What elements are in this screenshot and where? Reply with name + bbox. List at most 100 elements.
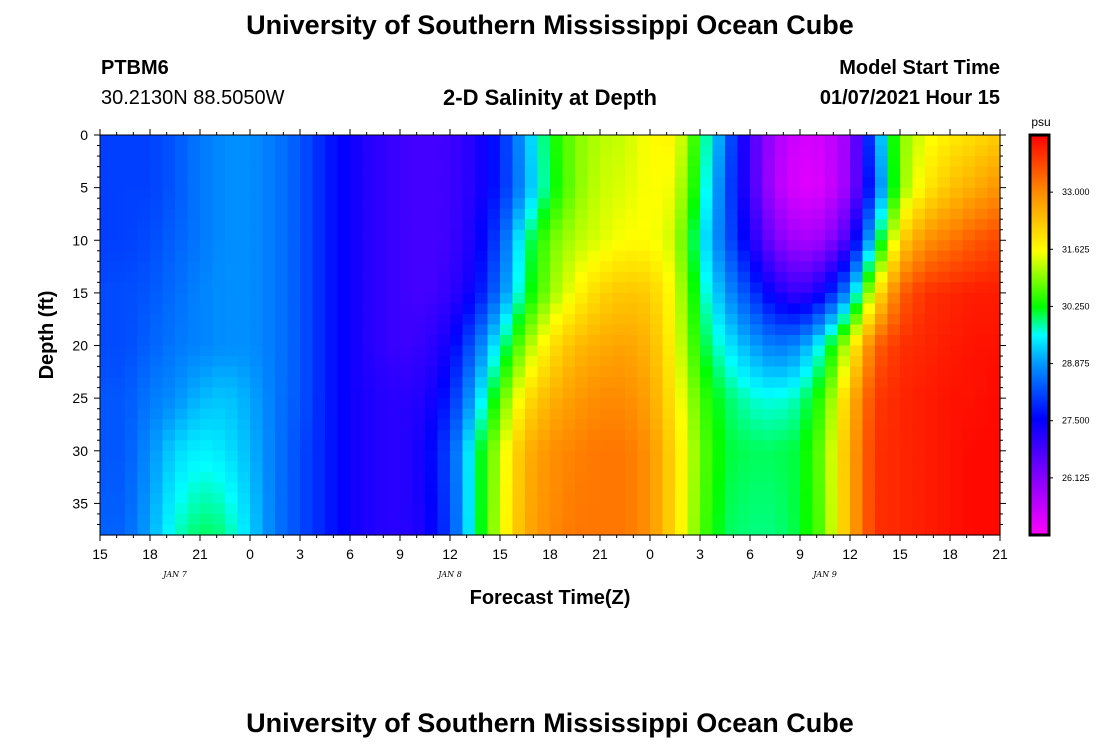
heatmap-cell (325, 461, 339, 473)
heatmap-cell (625, 356, 639, 368)
heatmap-cell (250, 313, 264, 326)
heatmap-cell (462, 450, 476, 462)
heatmap-cell (212, 356, 226, 368)
heatmap-cell (837, 513, 851, 526)
heatmap-cell (862, 219, 876, 231)
heatmap-cell (400, 335, 414, 347)
heatmap-cell (275, 440, 289, 452)
heatmap-cell (875, 387, 889, 399)
heatmap-cell (837, 145, 851, 157)
heatmap-cell (287, 324, 301, 336)
heatmap-cell (825, 166, 839, 178)
heatmap-cell (362, 335, 376, 347)
heatmap-cell (137, 471, 151, 483)
heatmap-cell (925, 145, 939, 157)
heatmap-cell (775, 524, 789, 536)
heatmap-cell (950, 366, 964, 378)
heatmap-cell (525, 356, 539, 368)
heatmap-cell (350, 229, 364, 241)
heatmap-cell (575, 282, 589, 294)
heatmap-cell (150, 145, 164, 157)
heatmap-cell (487, 492, 501, 505)
heatmap-cell (650, 292, 664, 305)
heatmap-cell (537, 377, 551, 389)
heatmap-cell (550, 345, 564, 357)
heatmap-cell (250, 419, 264, 431)
heatmap-cell (162, 187, 176, 199)
heatmap-cell (387, 198, 401, 210)
heatmap-cell (512, 229, 526, 241)
heatmap-cell (137, 324, 151, 336)
heatmap-cell (950, 250, 964, 262)
heatmap-cell (550, 187, 564, 199)
heatmap-cell (500, 250, 514, 262)
heatmap-cell (475, 208, 489, 220)
heatmap-cell (787, 282, 801, 294)
heatmap-cell (337, 513, 351, 526)
heatmap-cell (750, 313, 764, 326)
heatmap-cell (312, 261, 326, 273)
colorbar-tick-label: 26.125 (1062, 473, 1090, 483)
heatmap-cell (400, 156, 414, 168)
heatmap-cell (950, 261, 964, 273)
heatmap-cell (900, 356, 914, 368)
heatmap-cell (550, 198, 564, 210)
heatmap-cell (662, 166, 676, 178)
heatmap-cell (837, 166, 851, 178)
heatmap-cell (375, 440, 389, 452)
heatmap-cell (950, 377, 964, 389)
heatmap-cell (700, 292, 714, 305)
heatmap-cell (300, 303, 314, 315)
heatmap-cell (475, 135, 489, 147)
heatmap-cell (662, 261, 676, 273)
heatmap-cell (262, 261, 276, 273)
heatmap-cell (912, 219, 926, 231)
heatmap-cell (350, 271, 364, 283)
heatmap-cell (975, 208, 989, 220)
heatmap-cell (225, 335, 239, 347)
heatmap-cell (775, 250, 789, 262)
heatmap-cell (862, 356, 876, 368)
heatmap-cell (425, 503, 439, 515)
heatmap-cell (512, 292, 526, 305)
heatmap-cell (375, 229, 389, 241)
heatmap-cell (637, 145, 651, 157)
heatmap-cell (787, 303, 801, 315)
heatmap-cell (425, 145, 439, 157)
heatmap-cell (325, 145, 339, 157)
heatmap-cell (775, 240, 789, 252)
heatmap-cell (100, 208, 114, 220)
heatmap-cell (287, 461, 301, 473)
heatmap-cell (725, 356, 739, 368)
page-title: University of Southern Mississippi Ocean… (246, 10, 854, 40)
heatmap-cell (825, 492, 839, 505)
heatmap-cell (687, 303, 701, 315)
heatmap-cell (750, 345, 764, 357)
heatmap-cell (512, 356, 526, 368)
heatmap-cell (300, 219, 314, 231)
heatmap-cell (612, 377, 626, 389)
heatmap-cell (687, 461, 701, 473)
heatmap-cell (800, 482, 814, 494)
heatmap-cell (475, 219, 489, 231)
heatmap-cell (662, 513, 676, 526)
heatmap-cell (412, 208, 426, 220)
heatmap-cell (950, 450, 964, 462)
heatmap-cell (500, 335, 514, 347)
heatmap-cell (112, 219, 126, 231)
heatmap-cell (950, 482, 964, 494)
heatmap-cell (837, 177, 851, 189)
heatmap-cell (275, 292, 289, 305)
heatmap-cell (562, 356, 576, 368)
heatmap-cell (325, 261, 339, 273)
heatmap-cell (787, 313, 801, 326)
heatmap-cell (875, 524, 889, 536)
heatmap-cell (950, 440, 964, 452)
heatmap-cell (300, 166, 314, 178)
heatmap-cell (662, 387, 676, 399)
heatmap-cell (487, 398, 501, 410)
heatmap-cell (750, 524, 764, 536)
heatmap-cell (400, 219, 414, 231)
heatmap-cell (187, 345, 201, 357)
